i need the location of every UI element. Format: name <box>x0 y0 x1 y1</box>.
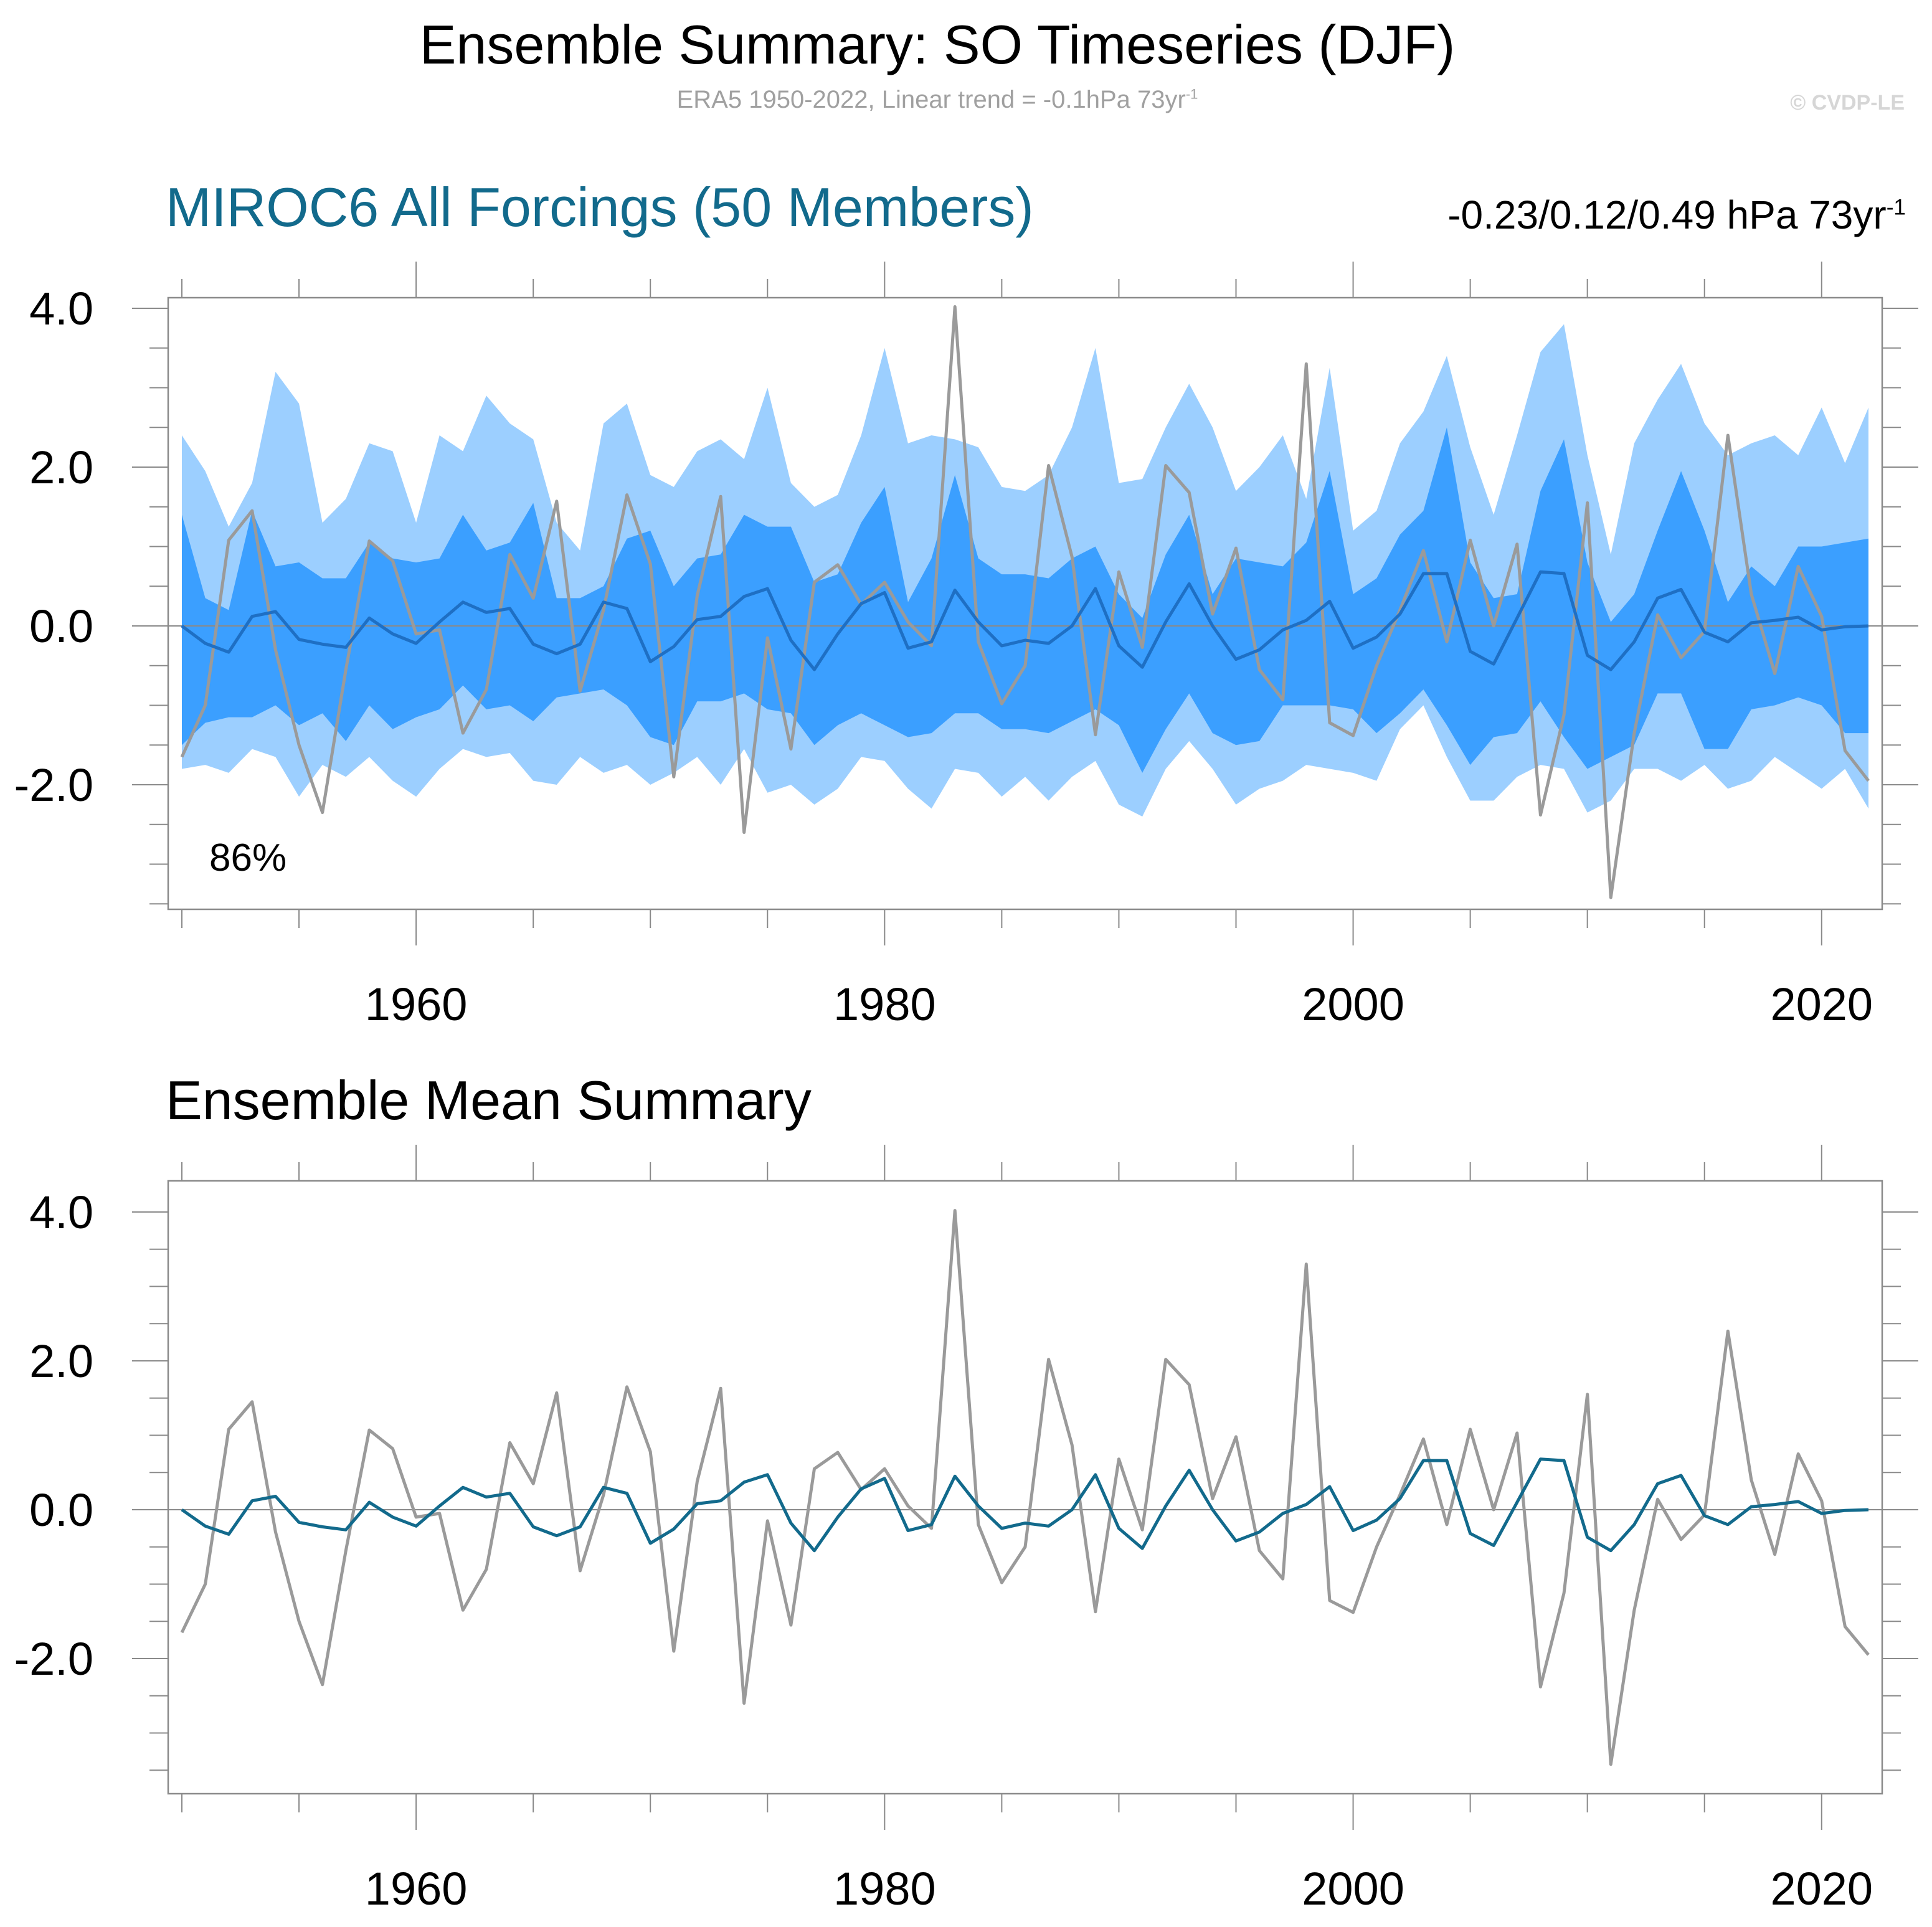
panel1-trend-summary: -0.23/0.12/0.49 hPa 73yr-1 <box>1447 192 1906 238</box>
panel2-observations-line <box>180 1209 1870 1766</box>
panel1-x-tick-label: 2000 <box>1302 978 1404 1030</box>
panel2-title: Ensemble Mean Summary <box>166 1069 812 1131</box>
subtitle-exponent: -1 <box>1185 86 1198 102</box>
panel2-y-tick-label: 4.0 <box>29 1186 93 1238</box>
page-title: Ensemble Summary: SO Timeseries (DJF) <box>419 14 1456 75</box>
panel2-x-tick-label: 2000 <box>1302 1863 1404 1915</box>
subtitle-text: ERA5 1950-2022, Linear trend = -0.1hPa 7… <box>676 86 1186 113</box>
panel1-x-tick-label: 1980 <box>833 978 936 1030</box>
trend-exponent: -1 <box>1886 195 1906 220</box>
trend-text: -0.23/0.12/0.49 hPa 73yr <box>1447 192 1887 237</box>
copyright-notice: © CVDP-LE <box>1790 91 1905 115</box>
panel1-y-tick-label: 2.0 <box>29 442 93 493</box>
panel1-plot: 1960 1980 2000 2020 4.0 2.0 0.0 -2.0 <box>14 262 1918 1030</box>
panel1-x-tick-label: 1960 <box>365 978 468 1030</box>
panel1-observations-line <box>180 305 1870 899</box>
panel1-percentage-annotation: 86% <box>209 836 286 879</box>
panel1-x-tick-label: 2020 <box>1770 978 1873 1030</box>
panel2-x-tick-label: 1980 <box>833 1863 936 1915</box>
panel2-ensemble-mean-line <box>181 1457 1869 1553</box>
panel1-ensemble-mean-line <box>181 570 1869 671</box>
panel1-y-tick-label: 0.0 <box>29 600 93 652</box>
page-subtitle: ERA5 1950-2022, Linear trend = -0.1hPa 7… <box>0 86 1875 114</box>
panel1-y-tick-label: -2.0 <box>14 759 93 811</box>
panel2-plot: 1960 1980 2000 2020 4.0 2.0 0.0 -2.0 <box>14 1145 1918 1915</box>
panel1-inner-spread-band <box>182 427 1868 773</box>
panel1-frame <box>167 296 1883 911</box>
panel2-y-tick-label: -2.0 <box>14 1633 93 1685</box>
panel1-y-tick-label: 4.0 <box>29 283 93 334</box>
panel2-frame <box>167 1180 1883 1795</box>
panel2-x-tick-label: 1960 <box>365 1863 468 1915</box>
panel2-x-tick-label: 2020 <box>1770 1863 1873 1915</box>
panel1-title: MIROC6 All Forcings (50 Members) <box>166 176 1034 238</box>
panel2-y-tick-label: 2.0 <box>29 1335 93 1387</box>
panel2-y-tick-label: 0.0 <box>29 1484 93 1536</box>
